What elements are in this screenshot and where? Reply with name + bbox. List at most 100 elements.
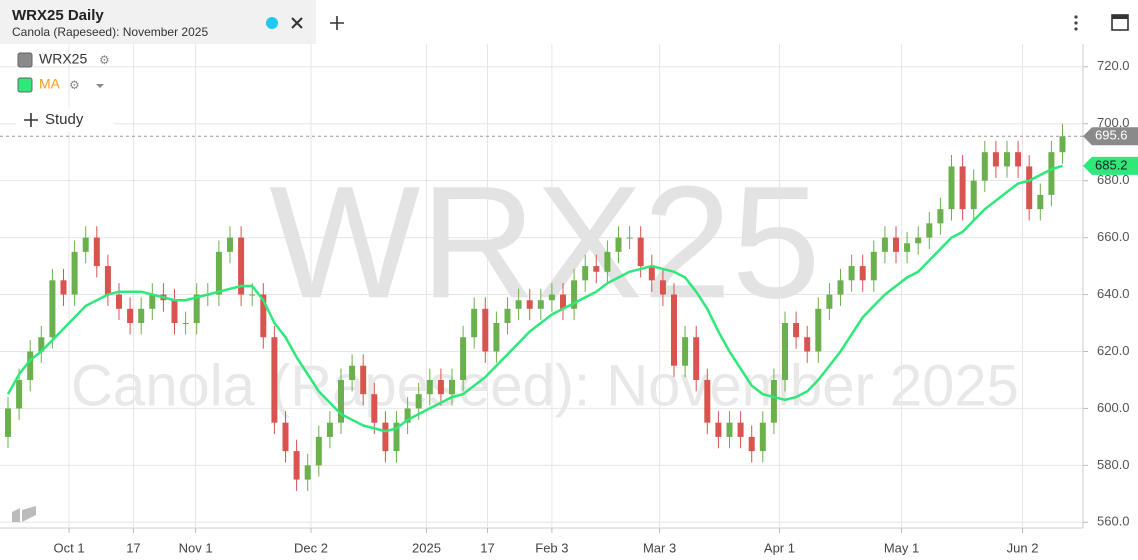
candle-body: [38, 337, 45, 352]
candle-body: [748, 436, 755, 452]
candle-body: [837, 280, 844, 295]
y-tick-label: 600.0: [1097, 400, 1130, 415]
candle-body: [582, 266, 589, 281]
x-tick-label: 17: [126, 540, 140, 555]
add-tab-icon[interactable]: [330, 16, 344, 30]
candle-body: [515, 300, 522, 309]
x-tick-label: Mar 3: [643, 540, 676, 555]
candle-body: [604, 251, 611, 272]
x-tick-label: May 1: [884, 540, 919, 555]
legend-label: MA: [39, 76, 61, 92]
candle-body: [981, 152, 988, 181]
candle-body: [282, 422, 289, 452]
candle-body: [171, 300, 178, 324]
candle-body: [82, 237, 89, 252]
ma-line: [6, 164, 1063, 433]
candle-body: [782, 323, 788, 380]
candle-body: [1059, 136, 1066, 153]
study-button-label: Study: [45, 111, 84, 128]
candle-body: [793, 323, 800, 338]
candle-body: [249, 294, 256, 296]
close-icon[interactable]: [291, 17, 303, 29]
candle-body: [560, 294, 566, 309]
panel-icon[interactable]: [1111, 14, 1129, 31]
watermark-symbol: WRX25: [269, 152, 820, 331]
candle-body: [404, 408, 411, 423]
x-tick-label: Jun 2: [1007, 540, 1039, 555]
candle-body: [326, 422, 333, 437]
candle-body: [304, 465, 311, 480]
candle-body: [238, 237, 245, 295]
candle-body: [926, 223, 933, 238]
candle-body: [127, 308, 134, 324]
candle-body: [615, 237, 622, 252]
candle-body: [937, 209, 944, 224]
candle-body: [138, 308, 145, 324]
candle-body: [815, 308, 822, 352]
candle-body: [426, 379, 433, 395]
tab-subtitle: Canola (Rapeseed): November 2025: [12, 25, 208, 39]
y-tick-label: 660.0: [1097, 229, 1130, 244]
candle-body: [682, 337, 689, 366]
x-tick-label: Nov 1: [179, 540, 213, 555]
candle-body: [93, 237, 100, 267]
tab[interactable]: [0, 0, 316, 44]
y-tick-label: 700.0: [1097, 115, 1130, 130]
candle-body: [1026, 166, 1033, 210]
candle-body: [460, 337, 467, 380]
legend-settings: ⚙: [69, 78, 80, 92]
candle-body: [826, 294, 833, 309]
candle-body: [271, 337, 278, 423]
candle-body: [182, 323, 189, 325]
candle-body: [293, 451, 300, 480]
x-tick-label: 17: [480, 540, 494, 555]
x-tick-label: Dec 2: [294, 540, 328, 555]
candle-body: [948, 166, 955, 210]
candle-body: [593, 266, 600, 272]
candle-body: [393, 422, 400, 452]
candle-body: [116, 294, 122, 309]
watermark-name: Canola (Rapeseed): November 2025: [71, 353, 1019, 418]
candle-body: [449, 379, 455, 395]
candle-body: [726, 422, 733, 437]
candle-body: [1004, 152, 1010, 167]
legend-label: WRX25: [39, 51, 87, 67]
price-tag-label: 695.6: [1095, 128, 1128, 143]
logo: [12, 506, 36, 522]
legend-dropdown: [96, 84, 104, 88]
candle-body: [493, 323, 500, 352]
candle-body: [526, 300, 533, 309]
candle-body: [770, 379, 777, 423]
price-tag: [1083, 127, 1138, 146]
candle-body: [659, 280, 666, 295]
candle-body: [371, 394, 378, 423]
candle-body: [482, 308, 489, 352]
candle-body: [859, 266, 866, 281]
tab-title: WRX25 Daily: [12, 7, 104, 24]
candle-body: [704, 379, 711, 423]
candle-body: [848, 266, 855, 281]
candle-body: [415, 394, 422, 409]
candle-body: [870, 251, 877, 281]
menu-icon[interactable]: [1074, 15, 1078, 31]
candle-body: [349, 365, 356, 380]
y-tick-label: 620.0: [1097, 343, 1130, 358]
candle-body: [5, 408, 11, 437]
y-tick-label: 580.0: [1097, 457, 1130, 472]
x-tick-label: Apr 1: [764, 540, 795, 555]
candle-body: [626, 237, 633, 239]
price-tag: [1083, 156, 1138, 175]
candle-body: [671, 294, 677, 366]
y-tick-label: 640.0: [1097, 286, 1130, 301]
candle-body: [970, 180, 977, 210]
candle-body: [915, 237, 922, 244]
candle-body: [437, 379, 444, 395]
candle-body: [904, 243, 911, 252]
legend-swatch: [17, 52, 33, 68]
candle-body: [737, 422, 744, 437]
candle-body: [382, 422, 389, 452]
candle-body: [27, 351, 34, 380]
candle-body: [537, 300, 544, 309]
